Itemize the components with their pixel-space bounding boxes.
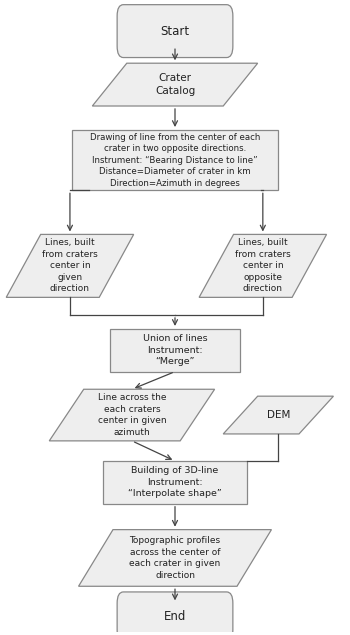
Bar (110, 329, 240, 371)
FancyBboxPatch shape (117, 4, 233, 58)
Polygon shape (49, 389, 215, 441)
Polygon shape (78, 530, 272, 586)
Text: DEM: DEM (267, 410, 290, 420)
Text: Building of 3D-line
Instrument:
“Interpolate shape”: Building of 3D-line Instrument: “Interpo… (128, 467, 222, 498)
Text: End: End (164, 610, 186, 623)
Polygon shape (223, 396, 334, 434)
Text: Line across the
each craters
center in given
azimuth: Line across the each craters center in g… (98, 394, 166, 437)
Text: Lines, built
from craters
center in
opposite
direction: Lines, built from craters center in oppo… (235, 239, 291, 293)
Text: Lines, built
from craters
center in
given
direction: Lines, built from craters center in give… (42, 239, 98, 293)
Text: Drawing of line from the center of each
crater in two opposite directions.
Instr: Drawing of line from the center of each … (90, 133, 260, 187)
Polygon shape (199, 234, 327, 297)
Bar (103, 461, 247, 504)
FancyBboxPatch shape (117, 592, 233, 635)
Bar (72, 130, 278, 190)
Polygon shape (6, 234, 134, 297)
Text: Start: Start (160, 25, 190, 37)
Text: Union of lines
Instrument:
“Merge”: Union of lines Instrument: “Merge” (143, 334, 207, 366)
Polygon shape (92, 64, 258, 106)
Text: Crater
Catalog: Crater Catalog (155, 73, 195, 96)
Text: Topographic profiles
across the center of
each crater in given
direction: Topographic profiles across the center o… (130, 537, 220, 580)
